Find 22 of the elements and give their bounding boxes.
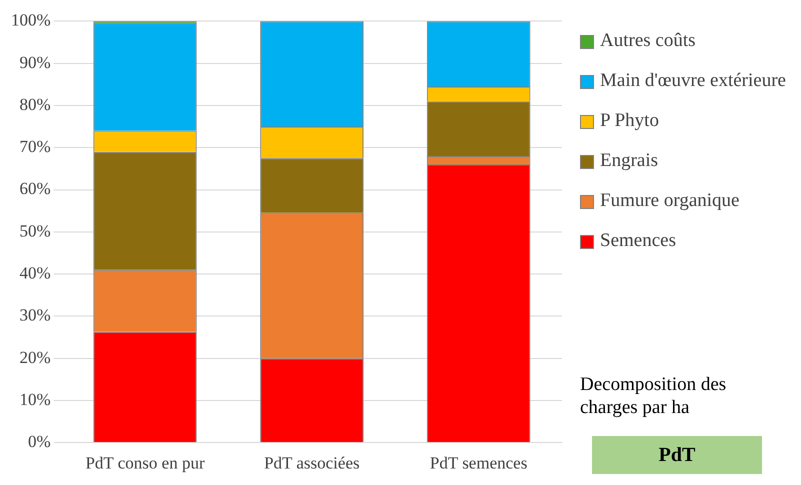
legend-label: Engrais xyxy=(600,149,658,173)
legend-label: Autres coûts xyxy=(600,29,696,53)
legend-label: Main d'œuvre extérieure xyxy=(600,69,786,93)
y-tick-label: 50% xyxy=(19,221,51,240)
x-tick-label: PdT associées xyxy=(264,453,360,472)
legend-label: Fumure organique xyxy=(600,189,740,213)
y-tick-label: 60% xyxy=(19,179,51,198)
y-tick-label: 20% xyxy=(19,348,51,367)
x-tick-label: PdT semences xyxy=(430,453,528,472)
y-tick-label: 40% xyxy=(19,264,51,283)
y-tick-label: 90% xyxy=(19,52,51,72)
y-tick-label: 70% xyxy=(19,137,51,156)
y-tick-label: 80% xyxy=(19,94,51,114)
y-tick-label: 30% xyxy=(19,306,51,325)
y-tick-label: 10% xyxy=(19,390,51,409)
legend-label: P Phyto xyxy=(600,109,659,133)
y-tick-label: 0% xyxy=(28,432,51,452)
x-tick-label: PdT conso en pur xyxy=(85,453,205,472)
legend-label: Semences xyxy=(600,229,676,253)
y-tick-label: 100% xyxy=(10,10,51,30)
text: Decomposition des charges par ha xyxy=(580,373,728,419)
label-box: PdT xyxy=(592,436,762,474)
